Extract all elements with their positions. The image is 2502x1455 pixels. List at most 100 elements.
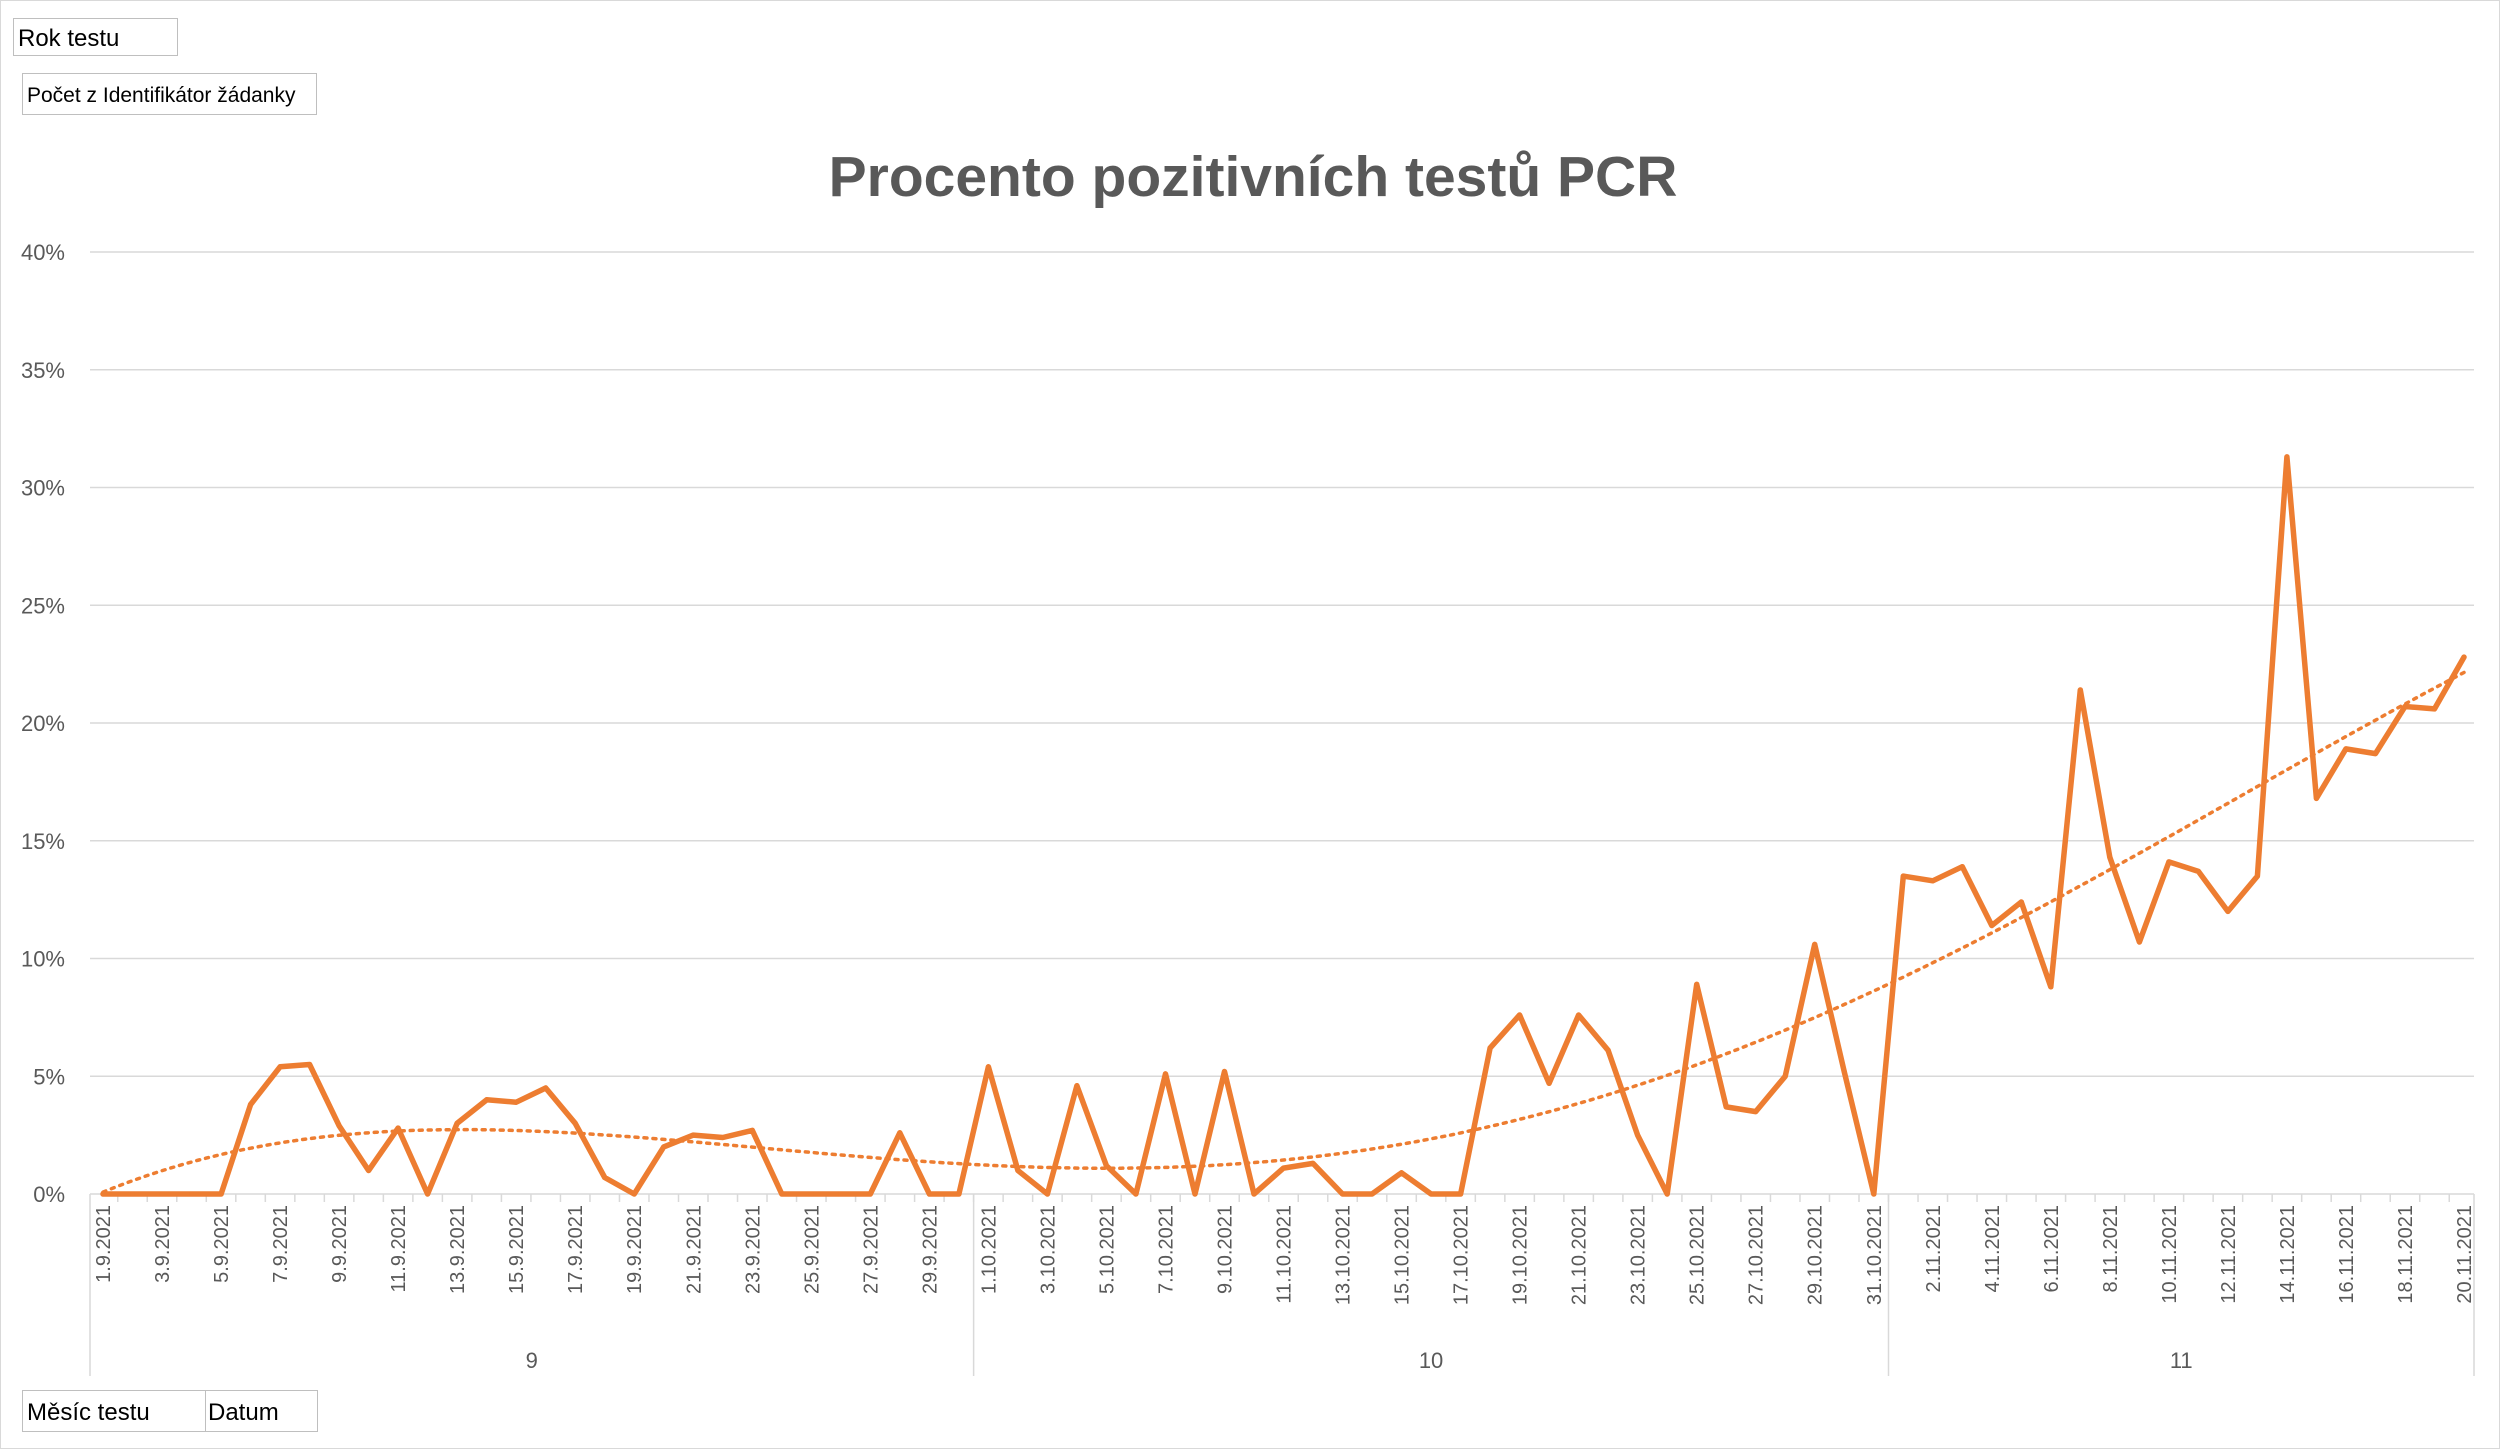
data-point <box>1782 1073 1788 1079</box>
data-point <box>425 1191 431 1197</box>
x-tick-label: 2.11.2021 <box>1923 1205 1945 1293</box>
x-tick-label: 3.9.2021 <box>152 1205 174 1283</box>
gridlines <box>90 251 2474 1195</box>
x-tick-label: 1.9.2021 <box>93 1205 115 1283</box>
data-point <box>395 1125 401 1131</box>
data-point <box>2254 873 2260 879</box>
x-tick-label: 14.11.2021 <box>2277 1205 2299 1304</box>
data-point <box>1900 873 1906 879</box>
y-tick-label: 35% <box>21 358 65 383</box>
data-point <box>2107 854 2113 860</box>
x-tick-label: 19.9.2021 <box>624 1205 646 1294</box>
y-tick-label: 20% <box>21 711 65 736</box>
x-tick-label: 5.9.2021 <box>211 1205 233 1283</box>
data-point <box>100 1191 106 1197</box>
data-point <box>218 1191 224 1197</box>
data-point <box>2313 795 2319 801</box>
data-point <box>1871 1191 1877 1197</box>
data-point <box>1162 1071 1168 1077</box>
data-point <box>1959 864 1965 870</box>
data-point <box>1723 1104 1729 1110</box>
x-tick-label: 21.10.2021 <box>1569 1205 1591 1305</box>
trendline-path <box>101 670 2466 1194</box>
data-point <box>2372 751 2378 757</box>
x-tick-label: 13.9.2021 <box>447 1205 469 1294</box>
data-point <box>2048 984 2054 990</box>
data-point <box>248 1102 254 1108</box>
field-button-rok-testu[interactable]: Rok testu <box>13 18 178 56</box>
data-point <box>1044 1191 1050 1197</box>
data-point <box>2195 868 2201 874</box>
x-tick-label: 8.11.2021 <box>2100 1205 2122 1293</box>
data-point <box>2402 704 2408 710</box>
data-point <box>2077 687 2083 693</box>
x-tick-label: 15.9.2021 <box>506 1205 528 1294</box>
data-point <box>690 1132 696 1138</box>
data-point <box>1221 1069 1227 1075</box>
x-tick-label: 1.10.2021 <box>978 1205 1000 1294</box>
x-tick-label: 23.9.2021 <box>742 1205 764 1294</box>
data-point <box>336 1123 342 1129</box>
data-point <box>631 1191 637 1197</box>
x-tick-label: 9.9.2021 <box>329 1205 351 1283</box>
data-point <box>720 1134 726 1140</box>
x-tick-label: 10.11.2021 <box>2159 1205 2181 1304</box>
field-button-mesic-testu[interactable]: Měsíc testu <box>22 1390 207 1432</box>
field-button-datum[interactable]: Datum <box>205 1390 318 1432</box>
data-point <box>1103 1163 1109 1169</box>
y-tick-label: 30% <box>21 476 65 501</box>
data-point <box>838 1191 844 1197</box>
x-tick-label: 17.10.2021 <box>1451 1205 1473 1305</box>
data-point <box>513 1099 519 1105</box>
data-point <box>808 1191 814 1197</box>
series-group <box>100 454 2467 1197</box>
data-point <box>1399 1170 1405 1176</box>
data-point <box>1989 923 1995 929</box>
x-tick-label: 7.9.2021 <box>270 1205 292 1283</box>
data-point <box>543 1085 549 1091</box>
x-tick-label: 9.10.2021 <box>1214 1205 1236 1294</box>
data-point <box>189 1191 195 1197</box>
data-point <box>1517 1012 1523 1018</box>
x-tick-label: 25.10.2021 <box>1687 1205 1709 1305</box>
data-point <box>1133 1191 1139 1197</box>
data-point <box>1458 1191 1464 1197</box>
data-point <box>1428 1191 1434 1197</box>
x-tick-label: 21.9.2021 <box>683 1205 705 1294</box>
data-point <box>1841 1069 1847 1075</box>
y-tick-label: 40% <box>21 240 65 265</box>
data-point <box>602 1175 608 1181</box>
x-tick-label: 16.11.2021 <box>2336 1205 2358 1304</box>
x-tick-label: 19.10.2021 <box>1510 1205 1532 1305</box>
data-point <box>454 1120 460 1126</box>
data-point <box>867 1191 873 1197</box>
data-point <box>572 1120 578 1126</box>
data-point <box>1576 1012 1582 1018</box>
group-label: 9 <box>526 1348 538 1373</box>
data-point <box>1340 1191 1346 1197</box>
data-point <box>2343 746 2349 752</box>
y-tick-label: 15% <box>21 829 65 854</box>
field-button-pocet[interactable]: Počet z Identifikátor žádanky <box>22 73 317 115</box>
data-point <box>985 1064 991 1070</box>
data-point <box>1812 941 1818 947</box>
data-point <box>484 1097 490 1103</box>
x-tick-label: 11.9.2021 <box>388 1205 410 1293</box>
x-tick-label: 7.10.2021 <box>1155 1205 1177 1294</box>
y-tick-label: 5% <box>33 1064 65 1089</box>
data-point <box>1753 1109 1759 1115</box>
x-tick-label: 31.10.2021 <box>1864 1205 1886 1305</box>
x-tick-label: 18.11.2021 <box>2395 1205 2417 1304</box>
x-tick-label: 6.11.2021 <box>2041 1205 2063 1293</box>
data-point <box>897 1130 903 1136</box>
trendline <box>101 670 2466 1194</box>
data-point <box>1310 1160 1316 1166</box>
x-tick-label: 25.9.2021 <box>801 1205 823 1294</box>
x-axis: 1.9.2021 3.9.2021 5.9.2021 7.9.2021 9.9.2021… <box>89 1194 2476 1376</box>
data-point <box>1192 1191 1198 1197</box>
data-point <box>1546 1080 1552 1086</box>
y-tick-label: 0% <box>33 1182 65 1207</box>
x-tick-label: 3.10.2021 <box>1037 1205 1059 1294</box>
